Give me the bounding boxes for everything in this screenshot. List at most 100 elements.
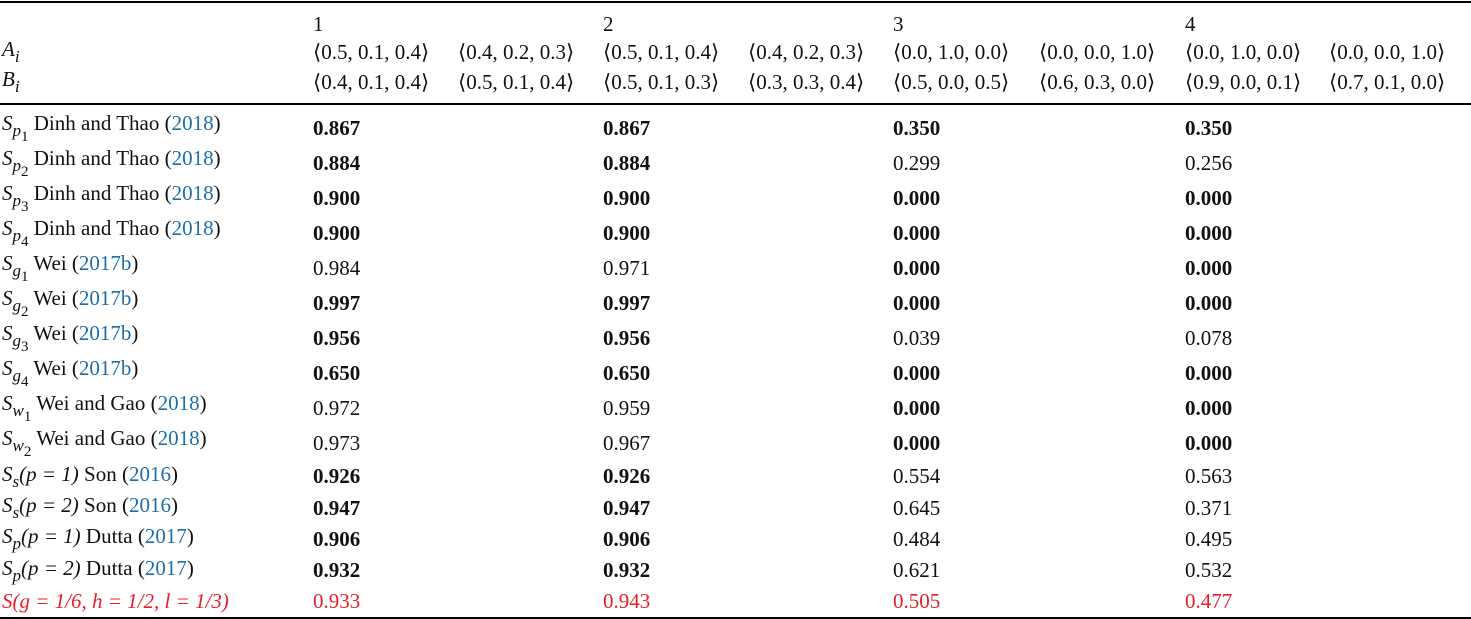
citation-author: Dinh and Thao (33, 111, 160, 135)
citation-link[interactable]: 2018 (171, 216, 214, 240)
subscript: g4 (12, 366, 29, 390)
citation-year: 2018 (165, 181, 221, 205)
header-cell: ⟨0.6, 0.3, 0.0⟩ (1037, 67, 1183, 105)
citation-link[interactable]: 2017b (78, 251, 132, 275)
citation-author: Dinh and Thao (33, 181, 160, 205)
value-cell: 0.867 (313, 116, 361, 140)
value-cell: 0.943 (601, 586, 891, 619)
value-cell: 0.645 (893, 495, 941, 520)
citation: Dinh and Thao 2018 (29, 111, 221, 135)
citation-link[interactable]: 2018 (171, 181, 214, 205)
citation-year: 2018 (165, 111, 221, 135)
subscript-index: 3 (21, 199, 29, 215)
citation-link[interactable]: 2016 (128, 493, 171, 518)
value-cell: 0.947 (603, 495, 651, 520)
value-cell: 0.484 (893, 526, 941, 551)
value-cell: 0.650 (313, 361, 361, 385)
symbol: A (2, 37, 15, 61)
symbol: S (2, 555, 13, 580)
value-cell: 0.563 (1185, 464, 1233, 489)
symbol: S (2, 524, 13, 549)
body-row: Sp4Dinh and Thao 20180.9000.9000.0000.00… (0, 216, 1471, 251)
citation-link[interactable]: 2017b (78, 286, 132, 310)
value-cell: 0.000 (893, 186, 941, 210)
value-cell: 0.000 (893, 361, 941, 385)
citation-link[interactable]: 2018 (171, 146, 214, 170)
citation: Dinh and Thao 2018 (29, 181, 221, 205)
value-cell: 0.350 (893, 116, 941, 140)
row-label: Sp(p = 1)Dutta 2017 (0, 524, 311, 555)
citation-link[interactable]: 2017 (144, 555, 187, 580)
symbol: S (2, 391, 13, 415)
symbol: S (2, 216, 13, 240)
header-cell: ⟨0.5, 0.1, 0.4⟩ (456, 67, 601, 105)
subscript-index: 3 (21, 339, 29, 355)
header-cell: ⟨0.3, 0.3, 0.4⟩ (746, 67, 891, 105)
value-cell: 0.900 (313, 186, 361, 210)
header-cell: ⟨0.4, 0.2, 0.3⟩ (458, 39, 575, 64)
header-cell: ⟨0.5, 0.0, 0.5⟩ (891, 67, 1037, 105)
value-cell: 0.973 (313, 431, 361, 455)
citation: Dutta 2017 (81, 524, 194, 548)
citation: Son 2016 (79, 493, 178, 517)
citation: Son 2016 (79, 462, 178, 486)
citation-link[interactable]: 2017 (144, 524, 187, 549)
value-cell: 0.000 (1185, 431, 1233, 455)
header-cell: ⟨0.0, 1.0, 0.0⟩ (1185, 39, 1302, 64)
citation: Dutta 2017 (81, 556, 194, 580)
citation-link[interactable]: 2017b (78, 356, 132, 380)
row-label: Sw2Wei and Gao 2018 (0, 426, 311, 461)
citation-author: Son (84, 461, 117, 486)
subscript: g2 (12, 296, 29, 320)
value-cell: 0.000 (893, 291, 941, 315)
value-cell: 0.997 (313, 291, 361, 315)
citation-link[interactable]: 2016 (128, 461, 171, 486)
arguments: (p = 2) (21, 555, 81, 580)
table-header: 1 2 3 4 Ai ⟨0.5, 0.1, 0.4⟩ ⟨0.4, 0.2, 0.3⟩ ⟨0.5… (0, 1, 1471, 105)
arguments: (p = 1) (21, 524, 81, 549)
body-row: Sw2Wei and Gao 20180.973 0.967 0.000 0.000 (0, 426, 1471, 461)
citation-author: Son (84, 493, 117, 518)
value-cell: 0.947 (313, 495, 361, 520)
row-label: Sw1Wei and Gao 2018 (0, 391, 311, 426)
value-cell: 0.900 (313, 221, 361, 245)
citation-year: 2018 (165, 146, 221, 170)
header-cell: ⟨0.5, 0.1, 0.4⟩ (603, 39, 720, 64)
value-cell: 0.078 (1185, 326, 1233, 350)
row-label: Sp3Dinh and Thao 2018 (0, 181, 311, 216)
value-cell: 0.532 (1185, 558, 1233, 583)
value-cell: 0.906 (603, 526, 651, 551)
citation-year: 2018 (151, 391, 207, 415)
subscript: p (12, 565, 22, 585)
citation-year: 2016 (122, 462, 178, 486)
subscript-index: 2 (21, 304, 29, 320)
citation-link[interactable]: 2018 (157, 391, 200, 415)
row-label: Sp4Dinh and Thao 2018 (0, 216, 311, 251)
citation-link[interactable]: 2018 (171, 111, 214, 135)
citation-year: 2017b (72, 251, 139, 275)
value-cell: 0.039 (893, 326, 941, 350)
citation-link[interactable]: 2018 (157, 426, 200, 450)
subscript: w2 (12, 436, 32, 460)
value-cell: 0.000 (893, 431, 941, 455)
header-row: Ai ⟨0.5, 0.1, 0.4⟩ ⟨0.4, 0.2, 0.3⟩ ⟨0.5, 0.… (0, 37, 1471, 67)
body-row: Sp3Dinh and Thao 20180.9000.9000.0000.00… (0, 181, 1471, 216)
citation-link[interactable]: 2017b (78, 321, 132, 345)
citation-year: 2017b (72, 321, 139, 345)
citation: Wei 2017b (29, 251, 139, 275)
value-cell: 0.926 (603, 464, 651, 489)
symbol: S (2, 461, 13, 486)
value-cell: 0.967 (603, 431, 651, 455)
subscript: s (12, 471, 20, 491)
subscript: g3 (12, 331, 29, 355)
subscript: p1 (12, 121, 29, 145)
citation: Wei 2017b (29, 286, 138, 310)
header-cell: ⟨0.5, 0.1, 0.4⟩ (313, 39, 430, 64)
value-cell: 0.350 (1185, 116, 1233, 140)
symbol: S (2, 111, 13, 135)
citation-year: 2017b (72, 356, 139, 380)
value-cell: 0.900 (603, 186, 651, 210)
